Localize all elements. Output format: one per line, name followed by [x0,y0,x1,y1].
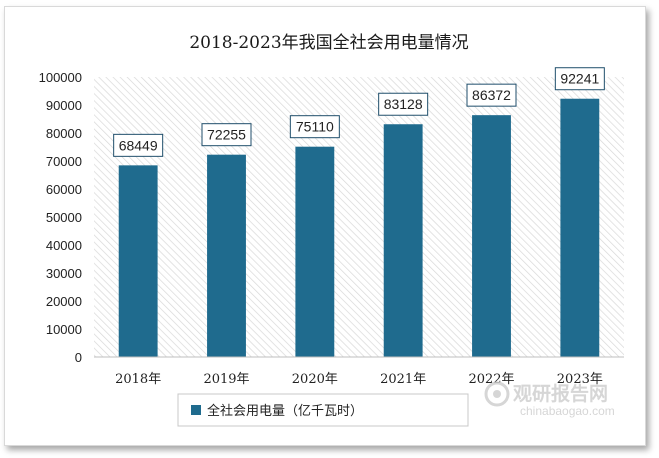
watermark-en: chinabaogao.com [520,404,615,418]
x-tick-label: 2018年 [115,372,161,387]
legend-swatch [191,405,201,415]
legend-label: 全社会用电量（亿千瓦时） [207,403,363,419]
data-label: 83128 [384,96,423,112]
bar [118,165,158,357]
data-label-box [201,123,252,147]
bar [207,154,246,357]
bar [295,146,335,357]
data-label-box [113,133,164,157]
y-tick-label: 40000 [46,238,82,253]
y-tick-label: 50000 [46,210,82,225]
y-axis: 0 10000 20000 30000 40000 50000 60000 70000 8000… [39,70,82,365]
y-tick-label: 10000 [46,322,82,337]
watermark-cn: 观研报告网 [513,382,608,405]
data-label-box [554,67,605,91]
chart-title: 2018-2023年我国全社会用电量情况 [189,33,468,53]
y-tick-label: 0 [75,350,82,365]
data-label: 72255 [207,127,246,143]
bar [383,124,423,357]
data-label-box [466,83,517,107]
x-tick-label: 2021年 [380,372,426,387]
data-labels: 68449 72255 75110 83128 86372 92241 [113,67,605,157]
y-tick-label: 30000 [46,266,82,281]
data-label: 75110 [296,119,334,135]
data-label: 86372 [472,87,511,103]
data-label-box [378,92,429,116]
y-tick-label: 100000 [39,70,82,85]
x-axis: 2018年 2019年 2020年 2021年 2022年 2023年 [115,372,603,387]
x-tick-label: 2020年 [292,372,338,387]
data-label-box [289,115,340,139]
watermark-logo-icon [484,381,510,407]
watermark-logo-dot [493,390,501,398]
y-tick-label: 60000 [46,182,82,197]
data-label: 92241 [560,71,599,87]
data-label: 68449 [119,137,158,153]
bars [118,98,600,358]
watermark: 观研报告网 chinabaogao.com [484,381,615,418]
plot-area [94,77,624,357]
y-tick-label: 80000 [46,126,82,141]
y-tick-label: 90000 [46,98,82,113]
bar [560,98,600,358]
y-tick-label: 70000 [46,154,82,169]
legend: 全社会用电量（亿千瓦时） [177,393,469,427]
bar [472,115,511,357]
x-tick-label: 2019年 [203,372,249,387]
legend-box [177,393,469,427]
y-tick-label: 20000 [46,294,82,309]
x-tick-label: 2023年 [557,372,603,387]
